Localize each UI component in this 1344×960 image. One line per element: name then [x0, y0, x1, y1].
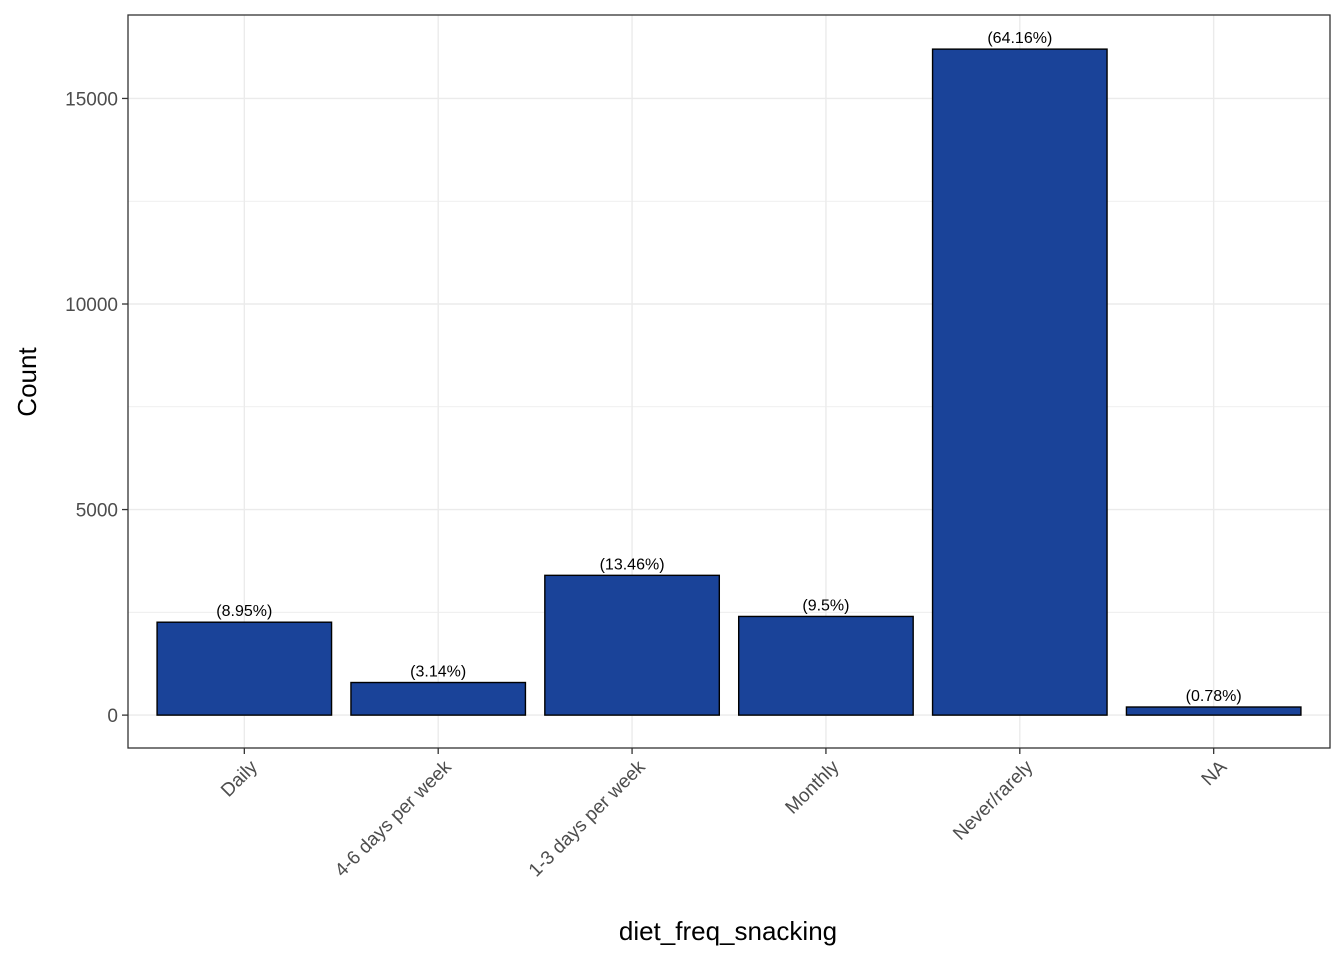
y-tick-label: 5000: [76, 501, 118, 522]
y-axis-ticks: 0 5000 10000 15000: [65, 89, 128, 727]
y-tick-label: 10000: [65, 295, 118, 316]
bar-data-label: (0.78%): [1186, 688, 1242, 705]
bar: [737, 615, 914, 716]
y-tick-label: 15000: [65, 89, 118, 110]
bar-data-label: (3.14%): [410, 664, 466, 681]
x-axis-title: diet_freq_snacking: [619, 916, 837, 946]
plot-panel-border: [127, 14, 1331, 749]
x-tick-label: Daily: [217, 756, 262, 801]
bar: [1125, 706, 1302, 716]
bar-data-label: (13.46%): [600, 556, 665, 573]
bar: [350, 681, 527, 716]
x-tick-label: 4-6 days per week: [331, 756, 456, 881]
x-tick-label: 1-3 days per week: [525, 756, 650, 881]
bar-data-label: (8.95%): [216, 603, 272, 620]
x-tick-label: Monthly: [782, 756, 844, 818]
x-tick-label: Never/rarely: [949, 756, 1037, 844]
y-tick-label: 0: [107, 706, 118, 727]
y-axis-title: Count: [12, 347, 42, 417]
x-axis-ticks: Daily 4-6 days per week 1-3 days per week M…: [217, 748, 1231, 881]
bar: [931, 48, 1108, 716]
bar-data-label: (64.16%): [987, 30, 1052, 47]
bar: [544, 574, 721, 716]
bar: [156, 621, 333, 716]
x-tick-label: NA: [1198, 756, 1232, 790]
bar-labels: (8.95%) (3.14%) (13.46%) (9.5%) (64.16%) (0.7…: [216, 30, 1241, 705]
bar-data-label: (9.5%): [802, 597, 849, 614]
bars: [156, 48, 1302, 716]
